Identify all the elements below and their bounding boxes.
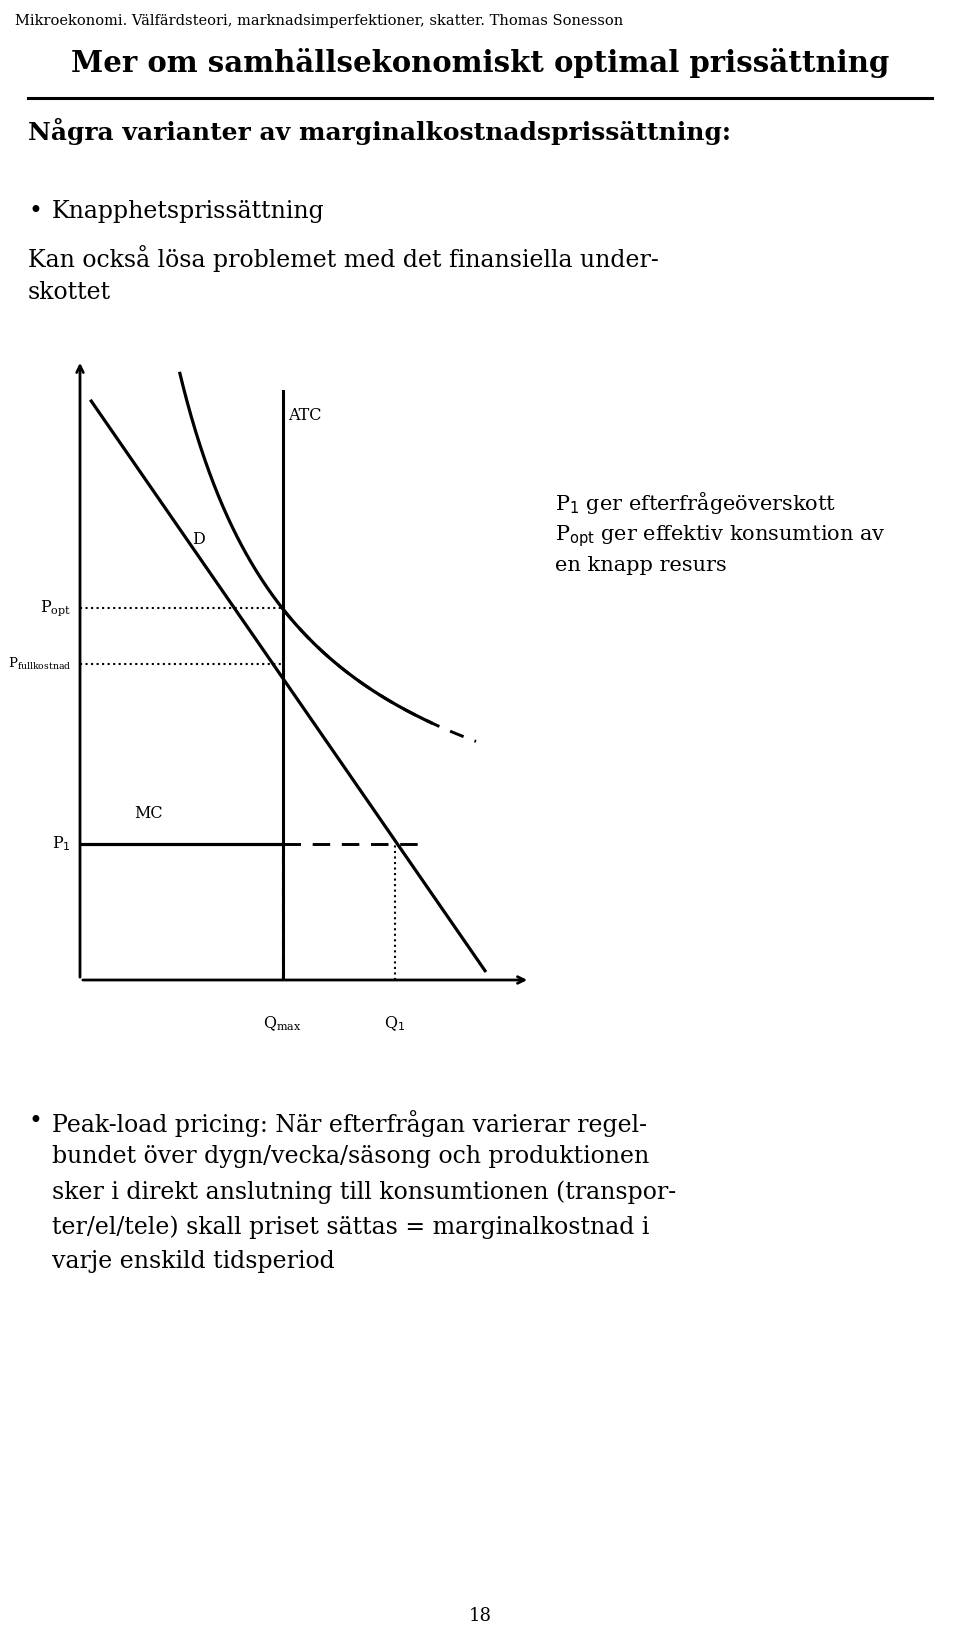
Text: •: • [28,199,42,222]
Text: en knapp resurs: en knapp resurs [555,556,727,575]
Text: D: D [193,531,205,549]
Text: Kan också lösa problemet med det finansiella under-: Kan också lösa problemet med det finansi… [28,245,659,271]
Text: ATC: ATC [288,407,322,425]
Text: P$_1$: P$_1$ [52,835,71,853]
Text: 18: 18 [468,1606,492,1624]
Text: •: • [28,1109,42,1132]
Text: P$_{\mathregular{fullkostnad}}$: P$_{\mathregular{fullkostnad}}$ [8,655,71,672]
Text: bundet över dygn/vecka/säsong och produktionen: bundet över dygn/vecka/säsong och produk… [52,1145,649,1168]
Text: P$_{\mathrm{opt}}$ ger effektiv konsumtion av: P$_{\mathrm{opt}}$ ger effektiv konsumti… [555,523,886,549]
Text: varje enskild tidsperiod: varje enskild tidsperiod [52,1250,335,1273]
Text: P$_1$ ger efterfrågeöverskott: P$_1$ ger efterfrågeöverskott [555,490,836,516]
Text: Peak-load pricing: När efterfrågan varierar regel-: Peak-load pricing: När efterfrågan varie… [52,1109,647,1137]
Text: skottet: skottet [28,281,111,304]
Text: MC: MC [134,806,162,822]
Text: Q$_1$: Q$_1$ [384,1015,406,1033]
Text: Några varianter av marginalkostnadsprissättning:: Några varianter av marginalkostnadspriss… [28,118,731,145]
Text: Knapphetsprissättning: Knapphetsprissättning [52,199,324,222]
Text: Q$_{\mathregular{max}}$: Q$_{\mathregular{max}}$ [263,1015,301,1033]
Text: sker i direkt anslutning till konsumtionen (transpor-: sker i direkt anslutning till konsumtion… [52,1180,676,1204]
Text: Mikroekonomi. Välfärdsteori, marknadsimperfektioner, skatter. Thomas Sonesson: Mikroekonomi. Välfärdsteori, marknadsimp… [15,15,623,28]
Text: Mer om samhällsekonomiskt optimal prissättning: Mer om samhällsekonomiskt optimal prissä… [71,47,889,78]
Text: ter/el/tele) skall priset sättas = marginalkostnad i: ter/el/tele) skall priset sättas = margi… [52,1216,649,1239]
Text: P$_{\mathregular{opt}}$: P$_{\mathregular{opt}}$ [39,598,71,618]
